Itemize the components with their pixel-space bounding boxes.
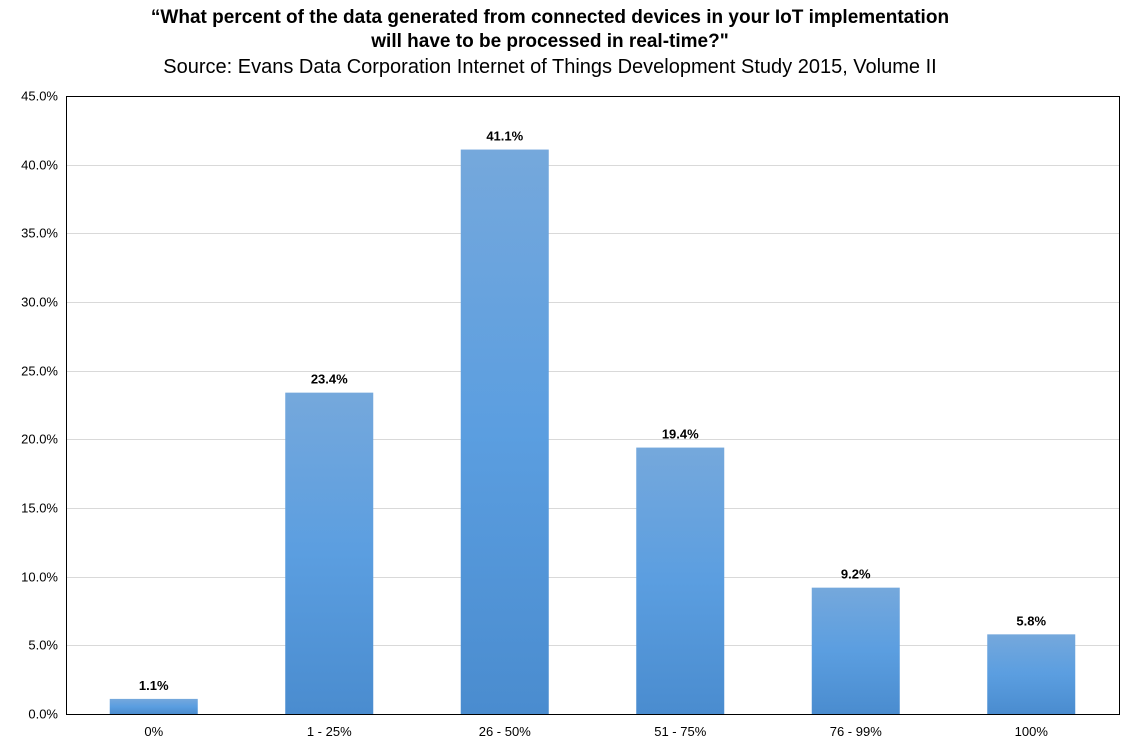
chart-title-line-1: “What percent of the data generated from… bbox=[150, 7, 950, 28]
gridlines bbox=[66, 165, 1119, 646]
y-tick-label: 30.0% bbox=[21, 295, 58, 310]
y-tick-label: 45.0% bbox=[21, 89, 58, 104]
x-axis-ticks: 0% 1 - 25% 26 - 50% 51 - 75% 76 - 99% 100% bbox=[144, 724, 1048, 739]
bar bbox=[460, 149, 549, 714]
data-label: 9.2% bbox=[841, 567, 871, 582]
y-tick-label: 0.0% bbox=[28, 707, 58, 722]
x-tick-label: 76 - 99% bbox=[830, 724, 882, 739]
data-label: 5.8% bbox=[1016, 613, 1046, 628]
data-label: 19.4% bbox=[662, 427, 699, 442]
bar bbox=[636, 447, 725, 714]
bar bbox=[285, 392, 374, 714]
y-tick-label: 40.0% bbox=[21, 158, 58, 173]
data-label: 23.4% bbox=[311, 372, 348, 387]
y-axis-ticks: 0.0% 5.0% 10.0% 15.0% 20.0% 25.0% 30.0% 35.0% 40… bbox=[21, 89, 58, 722]
y-tick-label: 5.0% bbox=[28, 638, 58, 653]
chart-title-line-2: will have to be processed in real-time?" bbox=[371, 31, 729, 52]
x-tick-label: 0% bbox=[144, 724, 163, 739]
x-tick-label: 100% bbox=[1015, 724, 1049, 739]
data-label: 1.1% bbox=[139, 678, 169, 693]
data-label: 41.1% bbox=[486, 129, 523, 144]
data-labels: 1.1% 23.4% 41.1% 19.4% 9.2% 5.8% bbox=[139, 129, 1047, 693]
plot-area-frame bbox=[66, 96, 1120, 715]
y-tick-label: 10.0% bbox=[21, 570, 58, 585]
bar bbox=[811, 587, 900, 714]
y-tick-label: 15.0% bbox=[21, 501, 58, 516]
x-tick-label: 26 - 50% bbox=[479, 724, 531, 739]
x-tick-label: 51 - 75% bbox=[654, 724, 706, 739]
bar bbox=[987, 634, 1076, 714]
y-tick-label: 20.0% bbox=[21, 432, 58, 447]
bars bbox=[109, 149, 1076, 714]
bar bbox=[109, 698, 198, 714]
x-tick-label: 1 - 25% bbox=[307, 724, 352, 739]
chart-subtitle: Source: Evans Data Corporation Internet … bbox=[163, 56, 937, 78]
chart-title-block: “What percent of the data generated from… bbox=[0, 6, 1100, 80]
y-tick-label: 35.0% bbox=[21, 226, 58, 241]
y-tick-label: 25.0% bbox=[21, 364, 58, 379]
